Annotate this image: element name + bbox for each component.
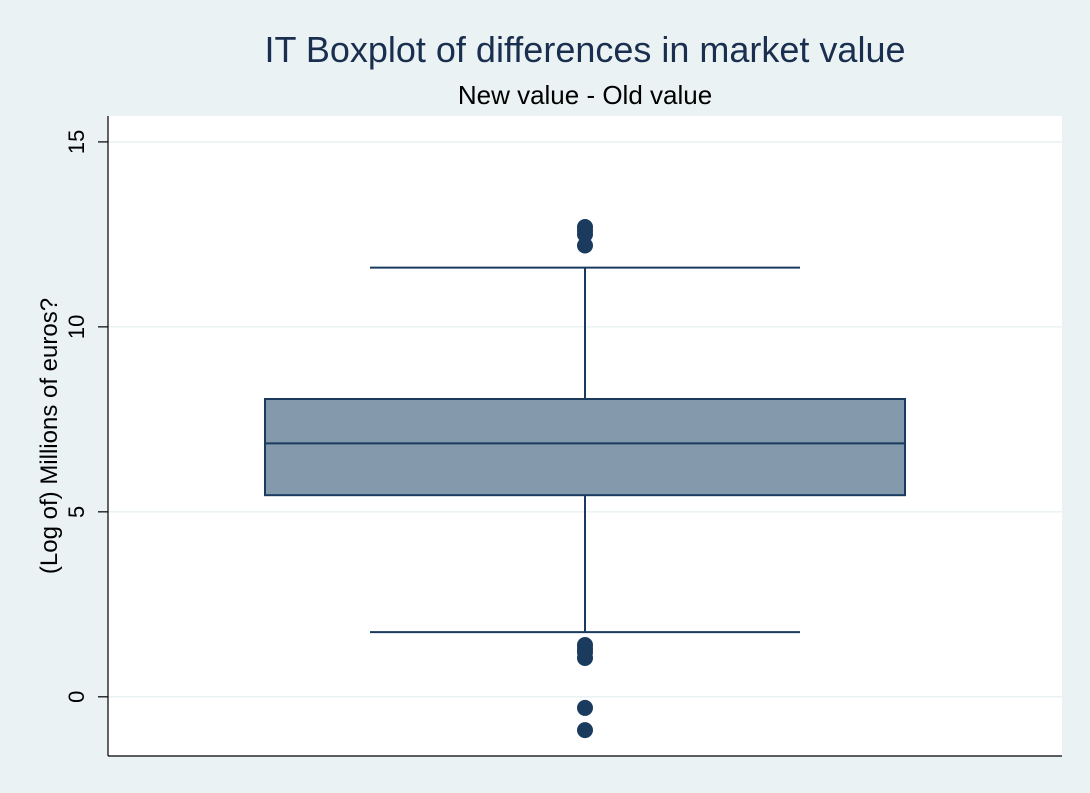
outlier-point-8 <box>577 699 593 716</box>
y-tick-label-10: 10 <box>64 315 89 339</box>
y-axis-label: (Log of) Millions of euros? <box>36 298 63 574</box>
y-tick-label-15: 15 <box>64 130 89 154</box>
outlier-markers <box>577 218 593 739</box>
outlier-point-3 <box>577 237 593 254</box>
y-tick-label-0: 0 <box>64 691 89 703</box>
outlier-point-2 <box>577 226 593 243</box>
outlier-point-9 <box>577 722 593 739</box>
chart-title: IT Boxplot of differences in market valu… <box>264 29 905 70</box>
interquartile-box <box>264 398 906 497</box>
chart-subtitle: New value - Old value <box>458 80 712 110</box>
outlier-point-7 <box>577 649 593 666</box>
axes: 0 5 10 15 <box>64 116 1062 757</box>
y-tick-label-5: 5 <box>64 506 89 518</box>
boxplot <box>264 266 906 634</box>
